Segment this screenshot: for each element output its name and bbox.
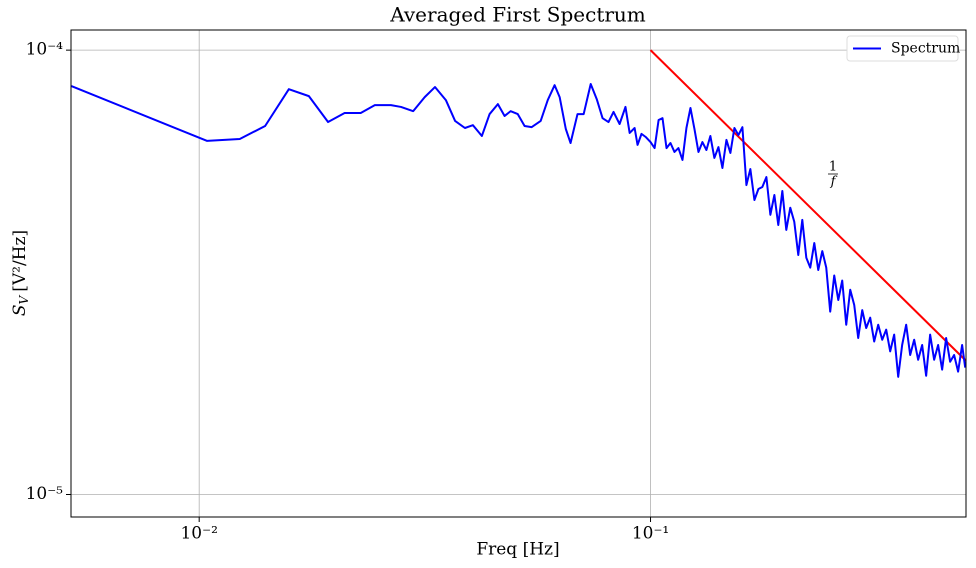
y-tick-label: 10⁻⁴ [26,40,64,60]
y-axis-label: SV [V²/Hz] [10,230,31,316]
plot-frame [70,29,967,518]
y-label-symbol: S [10,304,30,316]
x-tick-label: 10⁻¹ [632,524,669,544]
annotation-denominator: f [830,175,838,190]
y-label-subscript: V [17,294,31,304]
marks [71,49,967,378]
chart-title: Averaged First Spectrum [389,3,646,27]
series-line [71,83,967,378]
legend: Spectrum [846,35,960,62]
x-axis-label: Freq [Hz] [476,540,559,560]
grid [66,30,966,522]
x-tick-label: 10⁻² [180,524,217,544]
legend-label: Spectrum [891,41,960,57]
annotation-numerator: 1 [829,160,837,175]
legend-box [846,35,959,62]
y-label-unit: [V²/Hz] [10,230,30,292]
y-tick-label: 10⁻⁵ [26,484,64,504]
reference-line [649,49,967,362]
